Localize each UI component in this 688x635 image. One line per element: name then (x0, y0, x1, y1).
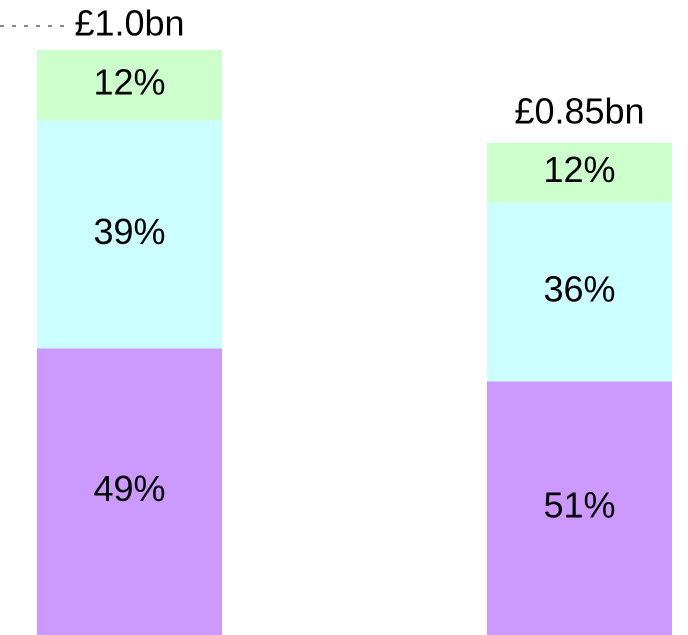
bar-segment (37, 348, 222, 635)
bar-segment (487, 142, 672, 203)
segment-label: 39% (93, 211, 165, 252)
segment-label: 12% (543, 149, 615, 190)
segment-label: 36% (543, 268, 615, 309)
bar-segment (37, 120, 222, 349)
total-label: £0.85bn (514, 90, 644, 131)
total-label: £1.0bn (74, 3, 184, 44)
bar-segment (487, 381, 672, 635)
bar-segment (37, 50, 222, 121)
segment-label: 49% (93, 468, 165, 509)
segment-label: 12% (93, 62, 165, 103)
bar-segment (487, 202, 672, 382)
segment-label: 51% (543, 485, 615, 526)
